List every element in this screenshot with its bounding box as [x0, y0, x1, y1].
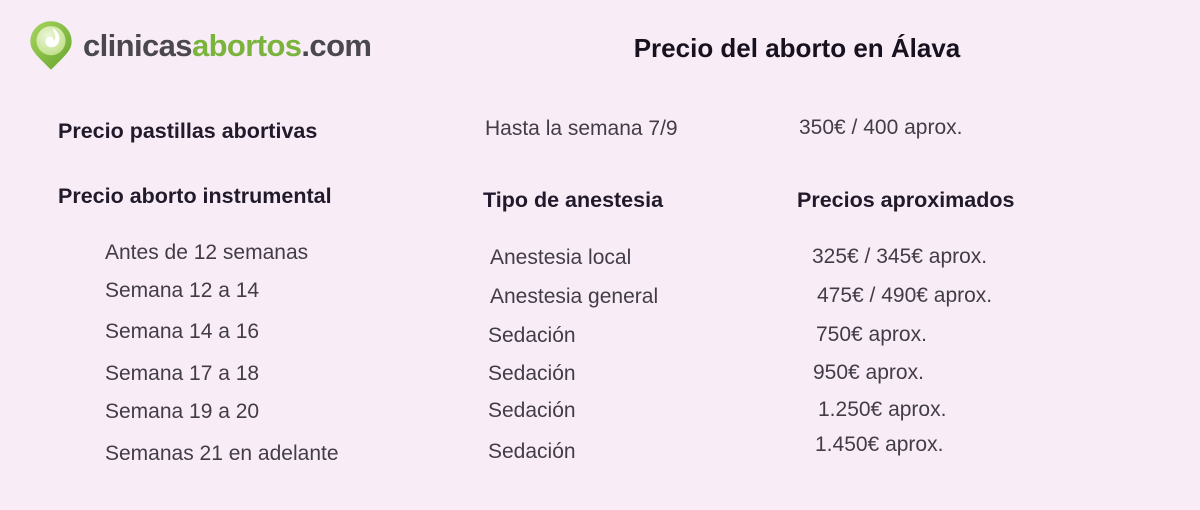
map-pin-icon — [30, 21, 72, 70]
column-header-anesthesia: Tipo de anestesia — [483, 188, 664, 212]
week-label: Semana 19 a 20 — [105, 400, 260, 423]
price-label: 750€ aprox. — [816, 323, 927, 346]
page-title: Precio del aborto en Álava — [633, 33, 961, 63]
price-label: 325€ / 345€ aprox. — [812, 245, 988, 268]
anesthesia-label: Sedación — [488, 399, 576, 422]
anesthesia-label: Anestesia general — [490, 285, 659, 308]
brand-part-abortos: abortos — [191, 27, 302, 63]
anesthesia-label: Anestesia local — [490, 246, 632, 269]
column-header-prices: Precios aproximados — [797, 188, 1015, 212]
brand-part-clinicas: clinicas — [83, 27, 193, 63]
anesthesia-label: Sedación — [488, 440, 576, 463]
week-label: Semana 12 a 14 — [105, 279, 260, 302]
brand-part-com: .com — [301, 27, 372, 63]
section-header-instrumental: Precio aborto instrumental — [58, 184, 332, 208]
pill-price-label: 350€ / 400 aprox. — [799, 116, 963, 139]
week-label: Antes de 12 semanas — [105, 241, 309, 264]
brand-logo: clinicasabortos.com — [28, 20, 372, 71]
price-label: 1.450€ aprox. — [815, 433, 944, 456]
week-label: Semana 17 a 18 — [105, 362, 260, 385]
week-label: Semana 14 a 16 — [105, 320, 260, 343]
anesthesia-label: Sedación — [488, 362, 576, 385]
price-label: 950€ aprox. — [813, 361, 924, 384]
price-label: 1.250€ aprox. — [818, 398, 947, 421]
anesthesia-label: Sedación — [488, 324, 576, 347]
week-label: Semanas 21 en adelante — [105, 442, 339, 465]
brand-wordmark: clinicasabortos.com — [83, 27, 372, 64]
price-label: 475€ / 490€ aprox. — [817, 284, 993, 307]
pill-week-label: Hasta la semana 7/9 — [485, 117, 678, 140]
section-header-pills: Precio pastillas abortivas — [58, 119, 318, 143]
